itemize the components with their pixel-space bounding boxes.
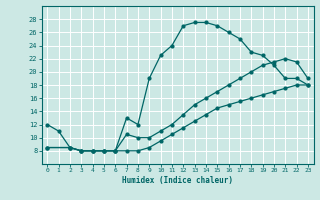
X-axis label: Humidex (Indice chaleur): Humidex (Indice chaleur) bbox=[122, 176, 233, 185]
